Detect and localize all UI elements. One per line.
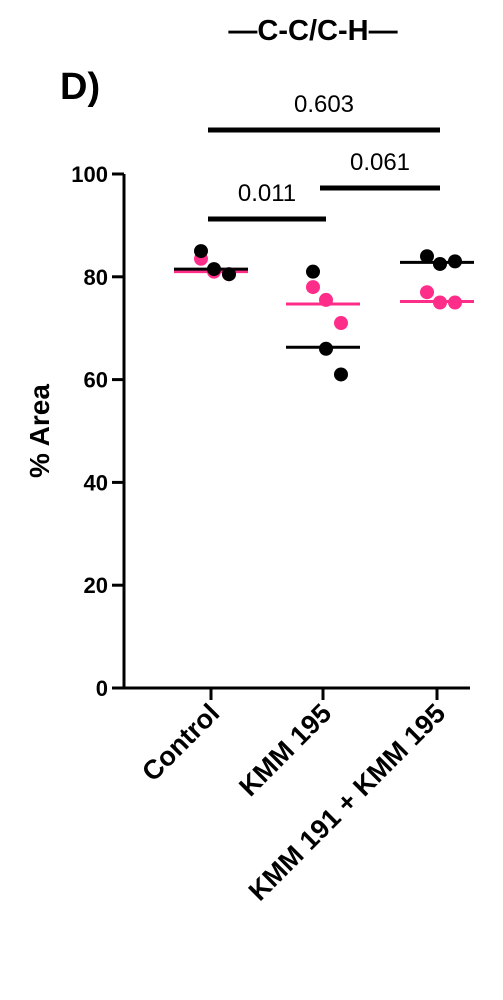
x-tick-label: KMM 195	[233, 698, 337, 802]
chart-title: —C-C/C-H—	[228, 15, 397, 47]
data-point	[433, 295, 447, 310]
data-point	[194, 244, 208, 259]
data-point	[306, 280, 320, 295]
p-value-label: 0.603	[294, 91, 354, 118]
y-axis-label: % Area	[24, 384, 55, 478]
y-tick-label: 20	[84, 573, 108, 598]
y-tick-label: 60	[84, 368, 108, 393]
x-tick-label: KMM 191 + KMM 195	[243, 698, 451, 906]
data-point	[420, 249, 434, 264]
x-tick-label: Control	[136, 698, 225, 787]
p-value-label: 0.011	[238, 180, 296, 207]
y-tick-label: 100	[71, 162, 108, 187]
data-point	[222, 267, 236, 282]
y-tick-label: 0	[96, 676, 108, 701]
data-point	[420, 285, 434, 300]
data-point	[448, 254, 462, 269]
data-point	[448, 295, 462, 310]
data-point	[319, 292, 333, 307]
data-point	[319, 341, 333, 356]
y-tick-label: 80	[84, 265, 108, 290]
data-point	[306, 264, 320, 279]
panel-label: D)	[60, 66, 100, 108]
data-marks	[174, 244, 474, 382]
y-tick-label: 40	[84, 470, 108, 495]
data-point	[207, 262, 221, 277]
p-value-label: 0.061	[350, 149, 410, 176]
data-point	[433, 256, 447, 271]
data-point	[334, 316, 348, 331]
data-point	[334, 367, 348, 382]
comparison-brackets: 0.011 0.061 0.603	[208, 91, 440, 222]
